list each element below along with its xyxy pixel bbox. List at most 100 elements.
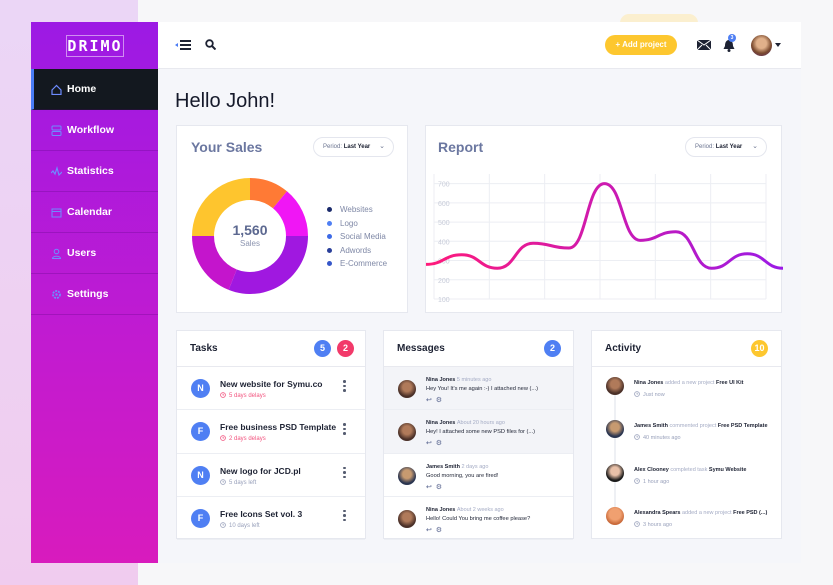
- sender-name: Nina Jones: [426, 506, 456, 513]
- bell-icon[interactable]: [723, 38, 735, 52]
- message-time: About 2 weeks ago: [456, 506, 504, 513]
- clock-icon: [634, 477, 640, 484]
- message-time: About 20 hours ago: [456, 420, 505, 427]
- clock-icon: [220, 392, 226, 398]
- y-tick-label: 600: [438, 201, 450, 208]
- gear-icon[interactable]: ⚙: [435, 483, 443, 491]
- legend-label: Websites: [340, 205, 373, 215]
- sidebar-item-label: Workflow: [67, 124, 115, 136]
- y-tick-label: 700: [438, 182, 450, 189]
- task-item[interactable]: N New logo for JCD.pl 5 days left: [177, 454, 365, 497]
- clock-icon: [634, 521, 640, 527]
- sidebar-item-home[interactable]: Home: [31, 69, 158, 110]
- activity-target: Free UI Kit: [715, 380, 744, 386]
- legend-dot: [327, 207, 332, 213]
- activity-time: 1 hour ago: [634, 477, 670, 485]
- task-title: Free business PSD Template: [220, 422, 337, 433]
- report-series-line: [426, 182, 783, 270]
- message-item[interactable]: Nina Jones About 20 hours ago Hey! I atta…: [384, 410, 573, 454]
- sales-title: Your Sales: [191, 139, 263, 155]
- chevron-down-icon: ⌄: [379, 143, 385, 150]
- activity-avatar: [606, 377, 624, 395]
- sidebar: DRIMO Home Workflow Statistics Calendar User…: [31, 22, 158, 563]
- more-options-icon[interactable]: [343, 423, 346, 437]
- report-title: Report: [438, 139, 484, 155]
- sidebar-item-statistics[interactable]: Statistics: [31, 151, 158, 192]
- message-item[interactable]: Nina Jones 5 minutes ago Hey You! It's me…: [384, 367, 573, 411]
- menu-toggle-icon[interactable]: [175, 40, 191, 50]
- sales-donut-chart: [192, 178, 308, 294]
- activity-item[interactable]: James Smith commented project Free PSD T…: [592, 410, 781, 453]
- legend-label: E-Commerce: [340, 259, 388, 269]
- activity-item[interactable]: Alex Clooney completed task Symu Website…: [592, 454, 781, 497]
- report-period-dropdown[interactable]: Period: Last Year ⌄: [685, 137, 767, 157]
- clock-icon: [634, 434, 640, 441]
- more-options-icon[interactable]: [343, 466, 346, 481]
- activity-title: Activity: [605, 343, 642, 354]
- task-item[interactable]: F Free Icons Set vol. 3 10 days left: [177, 497, 365, 541]
- sidebar-item-label: Calendar: [67, 206, 112, 218]
- message-item[interactable]: Nina Jones About 2 weeks ago Hello! Could…: [384, 497, 573, 541]
- gear-icon[interactable]: ⚙: [435, 526, 443, 534]
- activity-time-text: 3 hours ago: [643, 521, 673, 528]
- gear-icon: [52, 289, 61, 299]
- activity-avatar: [606, 463, 624, 482]
- reply-icon[interactable]: ↩: [426, 397, 432, 404]
- sidebar-item-users[interactable]: Users: [31, 233, 158, 274]
- reply-icon[interactable]: ↩: [426, 440, 432, 448]
- gear-icon[interactable]: ⚙: [435, 397, 443, 404]
- more-options-icon[interactable]: [343, 509, 346, 524]
- top-header: + Add project 3: [158, 22, 801, 69]
- messages-card: Messages 2 Nina Jones 5 minutes ago Hey Y…: [383, 330, 574, 541]
- sales-period-dropdown[interactable]: Period: Last Year ⌄: [313, 137, 394, 157]
- activity-item[interactable]: Alexandra Spears added a new project Fre…: [592, 497, 781, 540]
- task-title: New logo for JCD.pl: [220, 465, 301, 476]
- more-options-icon[interactable]: [343, 380, 346, 394]
- task-item[interactable]: N New website for Symu.co 5 days delays: [177, 367, 365, 411]
- y-tick-label: 400: [438, 239, 450, 246]
- task-status-text: 5 days delays: [229, 393, 266, 399]
- y-tick-label: 100: [438, 297, 450, 304]
- sales-card: Your Sales Period: Last Year ⌄ 1,560 Sale…: [176, 125, 408, 313]
- activity-time: Just now: [634, 391, 665, 398]
- clock-icon: [220, 522, 226, 528]
- sidebar-item-workflow[interactable]: Workflow: [31, 110, 158, 151]
- messages-badge: 2: [544, 340, 561, 357]
- clock-icon: [220, 435, 226, 442]
- logo[interactable]: DRIMO: [66, 35, 124, 57]
- message-item[interactable]: James Smith 2 days ago Good morning, you …: [384, 454, 573, 497]
- chevron-down-icon[interactable]: [775, 43, 781, 47]
- activity-time-text: 1 hour ago: [643, 478, 670, 485]
- sidebar-item-settings[interactable]: Settings: [31, 274, 158, 315]
- sender-name: Nina Jones: [426, 420, 456, 427]
- activity-time: 3 hours ago: [634, 521, 672, 528]
- period-value: Last Year: [343, 144, 371, 150]
- activity-action: added a new project: [682, 509, 732, 516]
- sidebar-item-calendar[interactable]: Calendar: [31, 192, 158, 233]
- activity-time-text: Just now: [643, 392, 665, 398]
- activity-badge: 10: [751, 340, 768, 357]
- legend-label: Adwords: [340, 245, 372, 255]
- task-item[interactable]: F Free business PSD Template 2 days delays: [177, 410, 365, 454]
- activity-item[interactable]: Nina Jones added a new project Free UI K…: [592, 367, 781, 410]
- sidebar-item-label: Home: [67, 83, 97, 95]
- add-project-button[interactable]: + Add project: [605, 35, 677, 55]
- gear-icon[interactable]: ⚙: [435, 440, 443, 448]
- sender-name: Nina Jones: [426, 377, 456, 383]
- home-icon: [51, 84, 62, 95]
- notification-badge: 3: [728, 34, 736, 42]
- reply-icon[interactable]: ↩: [426, 483, 432, 491]
- workflow-icon: [51, 125, 62, 136]
- message-text: Hey You! It's me again :-) I attached ne…: [426, 386, 539, 392]
- user-avatar[interactable]: [751, 35, 772, 56]
- reply-icon[interactable]: ↩: [426, 526, 432, 534]
- message-time: 2 days ago: [461, 463, 489, 470]
- search-icon[interactable]: [205, 39, 216, 50]
- legend-dot: [327, 261, 332, 267]
- y-tick-label: 200: [438, 278, 450, 285]
- mail-icon[interactable]: [697, 40, 711, 50]
- task-avatar: N: [191, 465, 210, 485]
- activity-time: 40 minutes ago: [634, 434, 681, 441]
- task-status: 10 days left: [220, 522, 260, 529]
- sidebar-nav: Home Workflow Statistics Calendar Users Setti…: [31, 69, 158, 315]
